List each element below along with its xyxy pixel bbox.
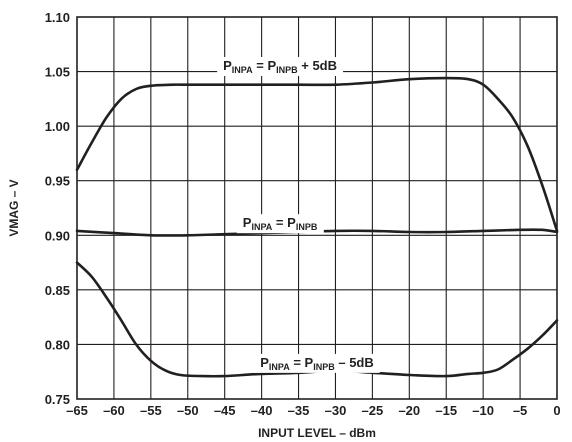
annotation-text: PINPA = PINPB – 5dB: [260, 355, 374, 372]
y-tick-label: 0.90: [45, 228, 70, 243]
x-tick-label: –45: [214, 403, 236, 418]
x-tick-label: –25: [362, 403, 384, 418]
x-tick-label: –40: [251, 403, 273, 418]
annotation-plus-5db: PINPA = PINPB + 5dB: [217, 57, 344, 77]
x-tick-label: –35: [288, 403, 310, 418]
y-tick-label: 0.80: [45, 337, 70, 352]
x-axis-title: INPUT LEVEL – dBm: [258, 426, 376, 440]
x-tick-label: –65: [66, 403, 88, 418]
y-tick-label: 0.75: [45, 392, 70, 407]
y-tick-label: 1.10: [45, 10, 70, 25]
annotation-background: [217, 57, 344, 77]
y-tick-labels: 1.10 1.05 1.00 0.95 0.90 0.85 0.80 0.75: [45, 10, 70, 407]
x-tick-label: –20: [398, 403, 420, 418]
annotation-equal: PINPA = PINPB: [236, 214, 324, 234]
y-tick-label: 0.95: [45, 174, 70, 189]
curve-annotations: PINPA = PINPB + 5dB PINPA = PINPB PINPA = …: [217, 57, 380, 373]
x-tick-label: 0: [553, 403, 560, 418]
annotation-background: [236, 214, 324, 234]
x-tick-label: –30: [325, 403, 347, 418]
annotation-text: PINPA = PINPB: [243, 215, 318, 232]
y-tick-label: 0.85: [45, 283, 70, 298]
x-tick-label: –55: [140, 403, 162, 418]
x-tick-labels: –65 –60 –55 –50 –45 –40 –35 –30 –25 –20 –15 –10 –5 0: [66, 403, 560, 418]
plot-frame: [76, 16, 558, 400]
curve-equal: [75, 228, 559, 237]
x-tick-label: –50: [177, 403, 199, 418]
y-tick-label: 1.05: [45, 65, 70, 80]
curve-plus-5db: [75, 76, 559, 233]
x-tick-label: –15: [435, 403, 457, 418]
x-tick-label: –5: [513, 403, 527, 418]
y-tick-label: 1.00: [45, 119, 70, 134]
y-axis-title: VMAG – V: [7, 179, 21, 236]
annotation-minus-5db: PINPA = PINPB – 5dB: [254, 353, 380, 373]
x-tick-label: –10: [472, 403, 494, 418]
annotation-background: [254, 353, 380, 373]
annotation-text: PINPA = PINPB + 5dB: [223, 58, 337, 75]
x-tick-label: –60: [103, 403, 125, 418]
